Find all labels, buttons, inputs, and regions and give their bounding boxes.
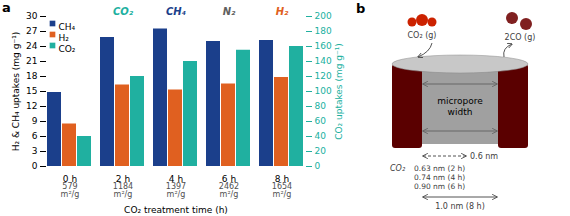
svg-text:0.90 nm (6 h): 0.90 nm (6 h) <box>414 182 465 191</box>
svg-text:CO₂: CO₂ <box>390 164 406 173</box>
svg-text:60: 60 <box>315 116 327 126</box>
svg-text:21: 21 <box>26 56 37 66</box>
svg-text:0: 0 <box>315 161 321 171</box>
svg-text:H₂ & CH₄ uptakes (mg g⁻¹): H₂ & CH₄ uptakes (mg g⁻¹) <box>11 32 21 152</box>
svg-text:27: 27 <box>26 26 37 36</box>
svg-text:40: 40 <box>315 131 327 141</box>
svg-text:1.0 nm (8 h): 1.0 nm (8 h) <box>435 202 485 211</box>
svg-text:6 h: 6 h <box>221 173 237 184</box>
svg-text:6: 6 <box>32 131 38 141</box>
svg-text:30: 30 <box>26 11 38 21</box>
svg-text:80: 80 <box>315 101 327 111</box>
svg-text:15: 15 <box>26 86 37 96</box>
html-text:a: a <box>2 0 11 15</box>
svg-text:2CO (g): 2CO (g) <box>505 33 536 42</box>
svg-text:140: 140 <box>315 56 332 66</box>
svg-text:3: 3 <box>32 146 38 156</box>
svg-text:H₂: H₂ <box>59 33 70 43</box>
svg-text:180: 180 <box>315 26 332 36</box>
svg-text:579m²/g: 579m²/g <box>61 182 80 199</box>
svg-text:160: 160 <box>315 41 332 51</box>
svg-text:CH₄: CH₄ <box>166 6 186 17</box>
svg-text:N₂: N₂ <box>223 6 236 17</box>
svg-text:2462m²/g: 2462m²/g <box>219 182 239 199</box>
svg-text:b: b <box>356 1 365 16</box>
svg-text:CO₂ treatment time (h): CO₂ treatment time (h) <box>124 205 228 215</box>
svg-text:1184m²/g: 1184m²/g <box>113 182 133 199</box>
svg-text:100: 100 <box>315 86 332 96</box>
svg-text:20: 20 <box>315 146 327 156</box>
svg-text:CO₂ (g): CO₂ (g) <box>408 31 437 40</box>
svg-text:CO₂: CO₂ <box>113 6 134 17</box>
svg-text:8 h: 8 h <box>274 173 290 184</box>
svg-text:120: 120 <box>315 71 332 81</box>
svg-text:0.74 nm (4 h): 0.74 nm (4 h) <box>414 173 465 182</box>
svg-text:1654m²/g: 1654m²/g <box>272 182 292 199</box>
svg-text:CH₄: CH₄ <box>59 22 76 32</box>
svg-text:H₂: H₂ <box>276 6 289 17</box>
svg-text:12: 12 <box>26 101 37 111</box>
svg-text:0: 0 <box>32 161 38 171</box>
svg-text:CO₂: CO₂ <box>59 44 76 54</box>
svg-text:1397m²/g: 1397m²/g <box>166 182 186 199</box>
svg-text:0 h: 0 h <box>62 173 78 184</box>
svg-text:0.63 nm (2 h): 0.63 nm (2 h) <box>414 164 465 173</box>
svg-text:9: 9 <box>32 116 38 126</box>
svg-text:CO₂ uptakes (mg g⁻¹): CO₂ uptakes (mg g⁻¹) <box>334 43 344 140</box>
svg-text:200: 200 <box>315 11 332 21</box>
svg-text:2 h: 2 h <box>115 173 131 184</box>
svg-text:18: 18 <box>26 71 38 81</box>
svg-text:24: 24 <box>26 41 38 51</box>
svg-text:0.6 nm: 0.6 nm <box>470 152 498 161</box>
svg-text:microporewidth: microporewidth <box>437 96 483 117</box>
svg-text:4 h: 4 h <box>168 173 184 184</box>
